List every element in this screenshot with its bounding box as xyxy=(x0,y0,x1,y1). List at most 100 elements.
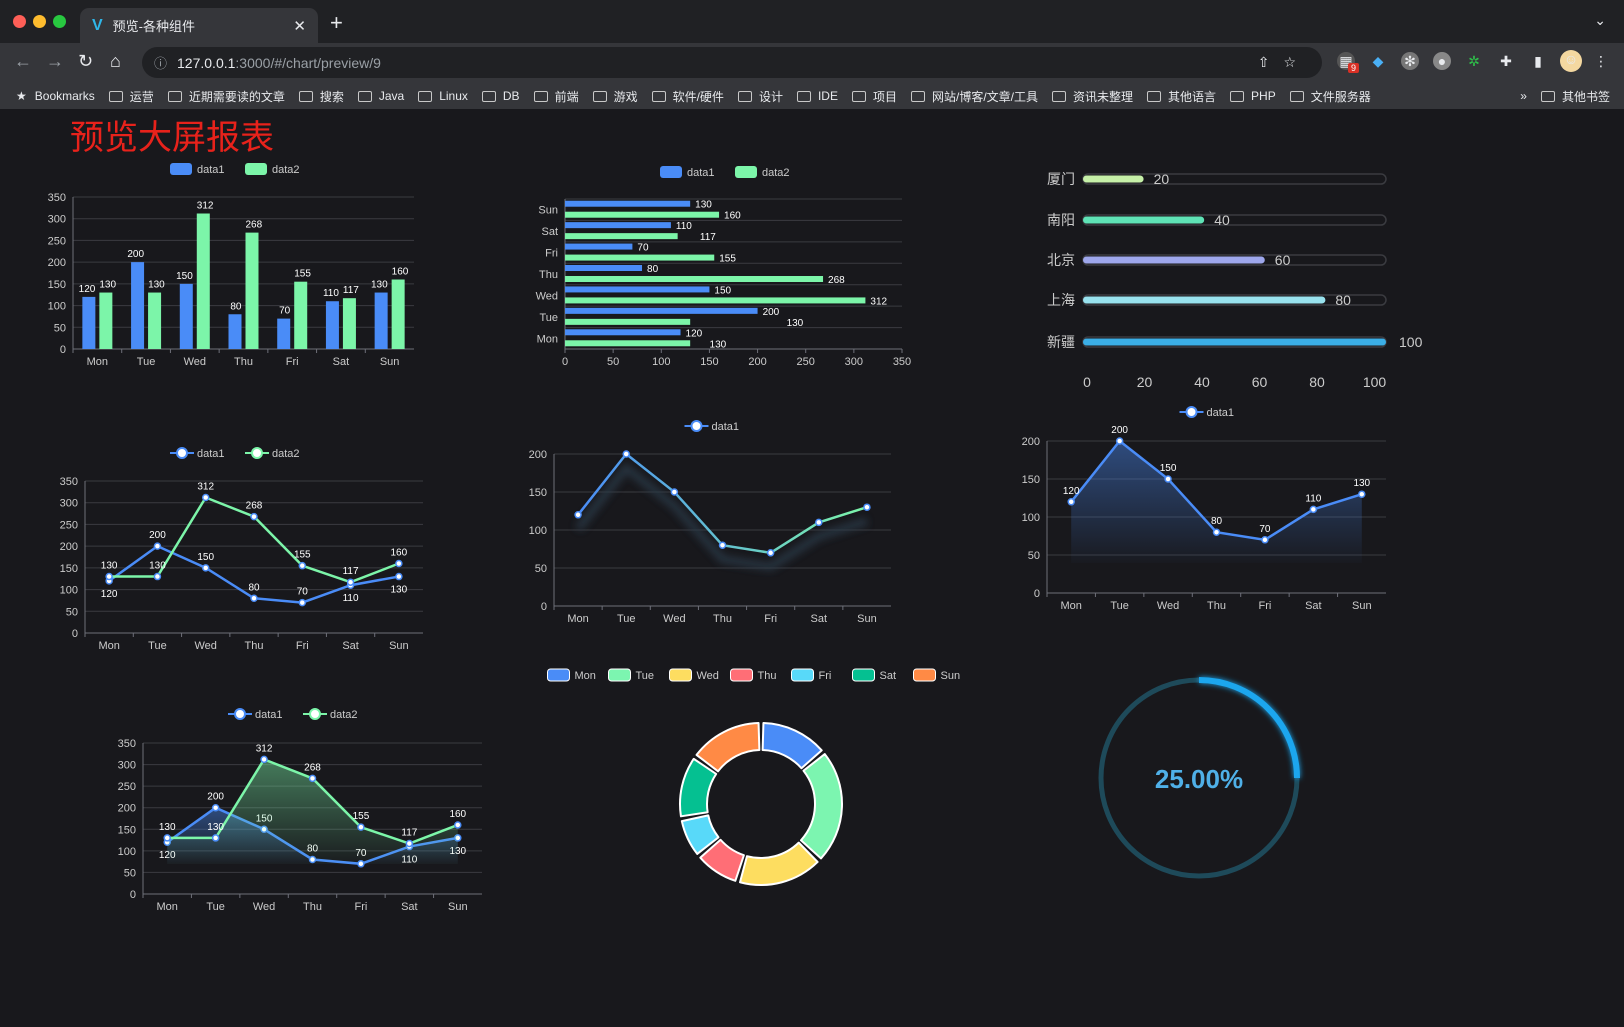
x-tick-label: Sun xyxy=(857,613,877,625)
extensions-puzzle-icon[interactable]: ✚ xyxy=(1500,53,1512,69)
bar-data1 xyxy=(565,243,633,250)
y-tick-label: 300 xyxy=(48,214,66,226)
bookmark-folder[interactable]: 搜索 xyxy=(298,88,344,105)
data-label: 70 xyxy=(1259,524,1271,535)
bar-data2 xyxy=(342,298,356,349)
maximize-window-button[interactable] xyxy=(53,15,66,28)
other-bookmarks[interactable]: 其他书签 xyxy=(1540,88,1610,105)
bookmark-folder[interactable]: 软件/硬件 xyxy=(651,88,724,105)
bookmark-folder[interactable]: Linux xyxy=(418,89,468,103)
close-tab-icon[interactable]: ✕ xyxy=(293,17,306,35)
new-tab-button[interactable]: + xyxy=(330,10,343,35)
bookmark-folder[interactable]: 前端 xyxy=(533,88,579,105)
bookmark-folder[interactable]: 近期需要读的文章 xyxy=(167,88,285,105)
share-icon[interactable]: ⇧ xyxy=(1257,54,1284,70)
legend-item-data1[interactable]: data1 xyxy=(170,163,225,176)
legend-item-data1[interactable]: data1 xyxy=(1179,406,1235,419)
page-title: 预览大屏报表 xyxy=(70,119,274,157)
reload-button[interactable]: ↻ xyxy=(78,51,94,71)
tab-active[interactable]: V 预览-各种组件 ✕ xyxy=(80,8,318,43)
bookmark-folder[interactable]: 运营 xyxy=(108,88,154,105)
close-window-button[interactable] xyxy=(13,15,26,28)
bar-data1 xyxy=(228,314,242,349)
legend-item-data2[interactable]: data2 xyxy=(735,166,790,179)
home-button[interactable]: ⌂ xyxy=(110,51,121,71)
progress-row: 厦门 20 xyxy=(1047,171,1387,187)
side-panel-icon[interactable]: ▮ xyxy=(1534,53,1542,69)
bookmark-star-icon[interactable]: ☆ xyxy=(1283,54,1310,70)
legend-item-tue[interactable]: Tue xyxy=(608,668,655,682)
legend-item-data1[interactable]: data1 xyxy=(684,420,740,433)
legend-item-mon[interactable]: Mon xyxy=(547,668,596,682)
data-label: 150 xyxy=(176,271,193,282)
data-label: 312 xyxy=(256,743,273,754)
y-tick-label: 300 xyxy=(60,498,78,510)
forward-button[interactable]: → xyxy=(46,51,64,71)
bookmark-folder[interactable]: PHP xyxy=(1230,89,1276,103)
progress-row: 南阳 40 xyxy=(1047,212,1387,228)
x-tick-label: Mon xyxy=(1061,600,1082,612)
x-tick-label: Wed xyxy=(253,901,275,913)
legend-item-wed[interactable]: Wed xyxy=(669,668,719,682)
data-label: 312 xyxy=(197,201,214,212)
bookmark-folder[interactable]: 网站/博客/文章/工具 xyxy=(910,88,1038,105)
data-label: 155 xyxy=(294,550,311,561)
bookmark-folder[interactable]: Java xyxy=(357,89,404,103)
bookmarks-root[interactable]: ★ Bookmarks xyxy=(16,89,95,103)
minimize-window-button[interactable] xyxy=(33,15,46,28)
legend-item-thu[interactable]: Thu xyxy=(730,668,777,682)
y-tick-label: 0 xyxy=(541,601,547,613)
y-tick-label: 150 xyxy=(60,563,78,575)
bookmark-folder[interactable]: IDE xyxy=(796,89,838,103)
data-label: 150 xyxy=(197,552,214,563)
legend-item-sun[interactable]: Sun xyxy=(913,668,961,682)
legend-item-data2[interactable]: data2 xyxy=(245,447,300,460)
extension-gem-icon[interactable]: ◆ xyxy=(1372,53,1384,69)
bookmark-label: 其他语言 xyxy=(1168,89,1217,104)
bookmark-folder[interactable]: 文件服务器 xyxy=(1289,88,1371,105)
site-info-icon[interactable]: ⓘ xyxy=(154,56,168,71)
bookmark-folder[interactable]: 资讯未整理 xyxy=(1052,88,1133,105)
legend-item-data1[interactable]: data1 xyxy=(170,447,225,460)
bookmarks-bar: ★ Bookmarks 运营 近期需要读的文章 搜索 Java Linux DB 前端 游戏 软件/… xyxy=(0,83,1624,109)
x-tick-label: Tue xyxy=(1110,600,1129,612)
progress-fill xyxy=(1083,338,1386,346)
extension-circle-icon[interactable]: ● xyxy=(1433,52,1451,70)
legend-item-data1[interactable]: data1 xyxy=(660,166,715,179)
menu-kebab-icon[interactable]: ⋮ xyxy=(1594,53,1608,69)
bar-data1 xyxy=(179,283,193,349)
bar-data2 xyxy=(245,232,259,349)
x-tick-label: 100 xyxy=(652,356,670,368)
folder-icon xyxy=(1052,90,1066,102)
legend-item-data2[interactable]: data2 xyxy=(245,163,300,176)
legend-marker-icon xyxy=(234,708,246,720)
legend-item-sat[interactable]: Sat xyxy=(852,668,897,682)
legend-item-data2[interactable]: data2 xyxy=(303,708,358,721)
extension-react-icon[interactable]: ✲ xyxy=(1468,53,1480,69)
legend-item-data1[interactable]: data1 xyxy=(228,708,283,721)
bookmark-folder[interactable]: 项目 xyxy=(851,88,897,105)
profile-avatar[interactable]: ☺ xyxy=(1560,50,1582,72)
legend-item-fri[interactable]: Fri xyxy=(791,668,832,682)
y-tick-label: 0 xyxy=(130,889,136,901)
bookmark-folder[interactable]: 游戏 xyxy=(592,88,638,105)
bar-data1 xyxy=(565,222,671,229)
bookmark-label: PHP xyxy=(1251,89,1276,103)
data-point xyxy=(863,503,871,511)
address-bar[interactable]: ⓘ 127.0.0.1:3000/#/chart/preview/9 ⇧☆ xyxy=(142,47,1322,78)
more-bookmarks-button[interactable]: » xyxy=(1520,89,1527,103)
bookmark-folder[interactable]: 其他语言 xyxy=(1147,88,1216,105)
tab-search-chevron-icon[interactable]: ⌄ xyxy=(1594,12,1606,28)
data-label: 130 xyxy=(371,280,388,291)
progress-value: 40 xyxy=(1214,212,1230,228)
x-tick-label: Thu xyxy=(303,901,322,913)
bookmark-folder[interactable]: 设计 xyxy=(737,88,783,105)
bookmark-folder[interactable]: DB xyxy=(481,89,520,103)
chart-legend: Mon Tue Wed Thu Fri Sat Sun xyxy=(547,668,961,682)
data-point xyxy=(153,542,162,550)
y-tick-label: 150 xyxy=(118,824,136,836)
back-button[interactable]: ← xyxy=(14,51,32,71)
extension-icon[interactable]: ✻ xyxy=(1401,52,1419,70)
x-tick-label: Fri xyxy=(1259,600,1272,612)
